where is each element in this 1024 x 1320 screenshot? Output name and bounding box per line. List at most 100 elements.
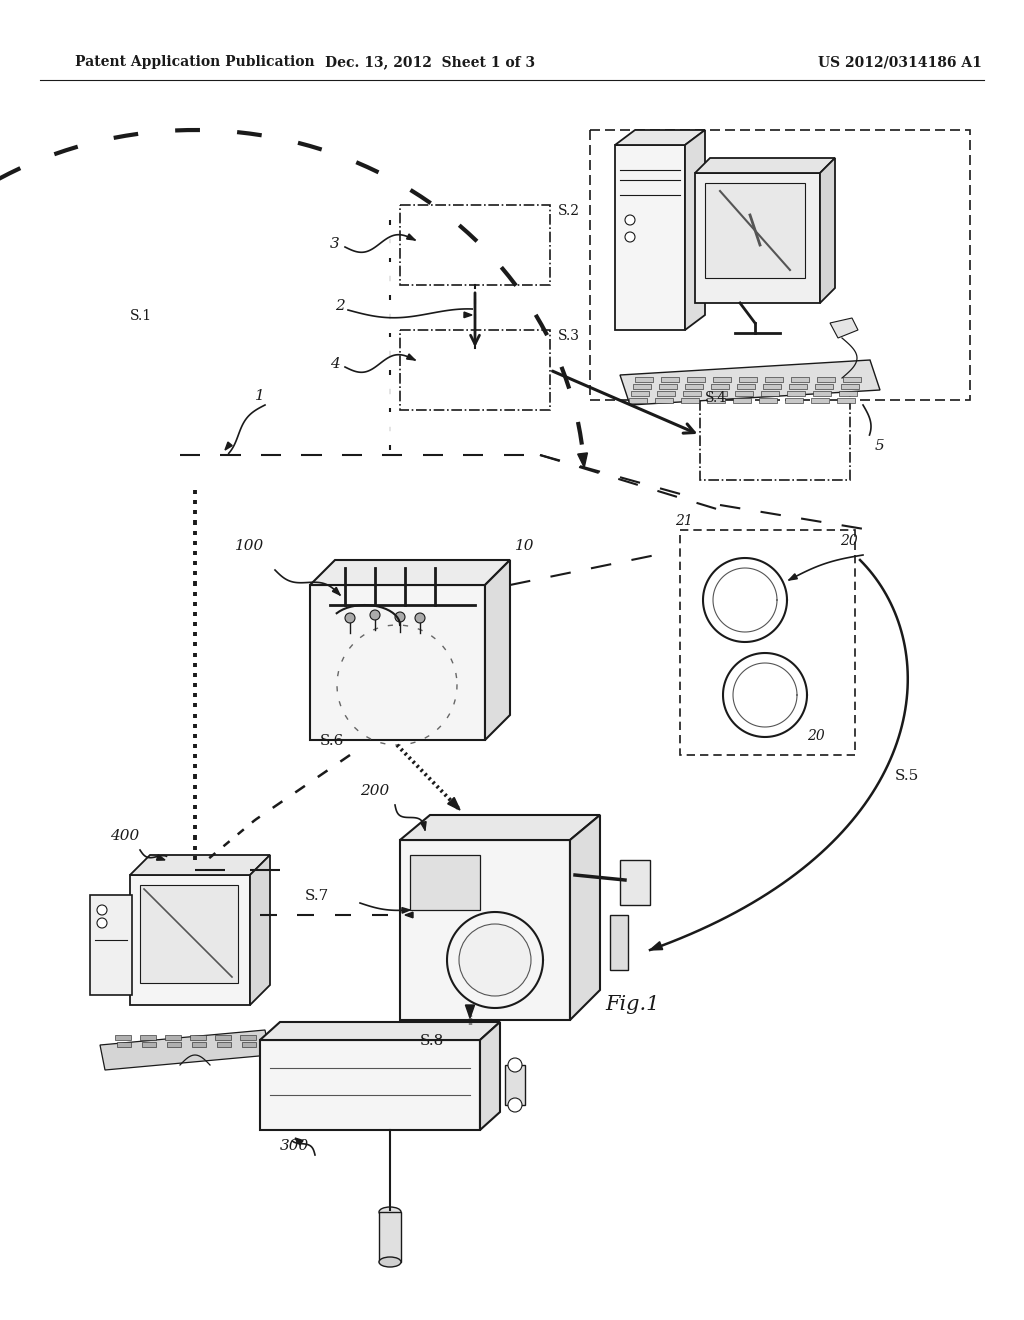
Text: 1: 1: [255, 389, 265, 403]
Polygon shape: [830, 318, 858, 338]
Polygon shape: [695, 158, 835, 173]
Text: S.3: S.3: [558, 329, 580, 343]
Text: 10: 10: [515, 539, 535, 553]
Polygon shape: [157, 855, 165, 861]
Bar: [683, 391, 701, 396]
Bar: [217, 1041, 231, 1047]
Bar: [761, 391, 779, 396]
Bar: [657, 391, 675, 396]
Text: 2: 2: [335, 300, 345, 313]
Bar: [167, 1041, 181, 1047]
Bar: [215, 1035, 231, 1040]
Bar: [659, 384, 677, 389]
Polygon shape: [295, 1138, 303, 1144]
Polygon shape: [310, 560, 510, 585]
Bar: [310, 585, 485, 741]
Bar: [165, 1035, 181, 1040]
Bar: [841, 384, 859, 389]
Bar: [811, 399, 829, 403]
Polygon shape: [464, 312, 472, 318]
Bar: [115, 1035, 131, 1040]
Bar: [791, 378, 809, 381]
Bar: [620, 861, 650, 906]
Polygon shape: [820, 158, 835, 304]
Bar: [410, 855, 480, 909]
Bar: [700, 389, 850, 480]
Bar: [260, 1040, 480, 1130]
Text: 21: 21: [675, 513, 693, 528]
Bar: [681, 399, 699, 403]
Bar: [379, 1212, 401, 1262]
Text: 20: 20: [840, 535, 858, 548]
Bar: [813, 391, 831, 396]
Text: 5: 5: [874, 440, 885, 453]
Text: 200: 200: [360, 784, 389, 799]
Text: S.4: S.4: [705, 391, 727, 405]
Polygon shape: [260, 1022, 500, 1040]
Bar: [400, 205, 550, 285]
Bar: [695, 173, 820, 304]
Circle shape: [625, 232, 635, 242]
Bar: [787, 391, 805, 396]
Bar: [117, 1041, 131, 1047]
Bar: [505, 1065, 525, 1105]
Text: 100: 100: [234, 539, 264, 553]
Bar: [140, 884, 238, 983]
Bar: [635, 378, 653, 381]
Bar: [790, 384, 807, 389]
Text: S.6: S.6: [319, 734, 344, 748]
Bar: [739, 378, 757, 381]
Text: S.1: S.1: [130, 309, 153, 323]
Text: US 2012/0314186 A1: US 2012/0314186 A1: [818, 55, 982, 69]
Polygon shape: [615, 129, 705, 145]
Bar: [142, 1041, 156, 1047]
Circle shape: [508, 1098, 522, 1111]
Text: 20: 20: [807, 729, 824, 743]
Bar: [655, 399, 673, 403]
Circle shape: [345, 612, 355, 623]
Bar: [709, 391, 727, 396]
Bar: [837, 399, 855, 403]
Bar: [680, 531, 855, 755]
Polygon shape: [466, 1005, 474, 1018]
Bar: [815, 384, 833, 389]
Polygon shape: [447, 797, 460, 810]
Polygon shape: [401, 908, 410, 913]
Bar: [615, 145, 685, 330]
Bar: [662, 378, 679, 381]
Ellipse shape: [379, 1206, 401, 1217]
Bar: [629, 399, 647, 403]
Polygon shape: [620, 360, 880, 405]
Polygon shape: [790, 574, 798, 579]
Polygon shape: [685, 129, 705, 330]
Polygon shape: [570, 814, 600, 1020]
Circle shape: [395, 612, 406, 622]
Bar: [400, 330, 550, 411]
Bar: [242, 1041, 256, 1047]
Bar: [400, 840, 570, 1020]
Bar: [785, 399, 803, 403]
Text: Fig.1: Fig.1: [605, 995, 659, 1014]
Text: Patent Application Publication: Patent Application Publication: [75, 55, 314, 69]
Text: 400: 400: [110, 829, 139, 843]
Bar: [705, 183, 805, 279]
Polygon shape: [333, 587, 340, 595]
Polygon shape: [100, 1030, 270, 1071]
Bar: [759, 399, 777, 403]
Bar: [190, 1035, 206, 1040]
Polygon shape: [250, 855, 270, 1005]
Text: 4: 4: [330, 356, 340, 371]
Circle shape: [415, 612, 425, 623]
Bar: [737, 384, 755, 389]
Bar: [631, 391, 649, 396]
Circle shape: [97, 917, 106, 928]
Circle shape: [97, 906, 106, 915]
Polygon shape: [130, 855, 270, 875]
Polygon shape: [406, 912, 413, 917]
Polygon shape: [578, 453, 588, 467]
Text: 3: 3: [330, 238, 340, 251]
Circle shape: [459, 924, 531, 997]
Polygon shape: [407, 234, 415, 240]
Text: S.8: S.8: [420, 1034, 444, 1048]
Bar: [687, 378, 705, 381]
